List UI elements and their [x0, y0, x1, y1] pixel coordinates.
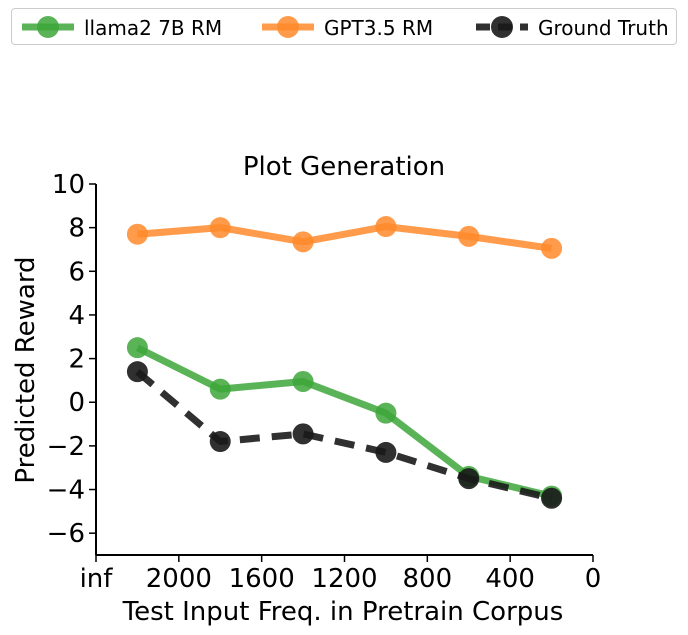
legend-label-llama2: llama2 7B RM: [84, 15, 223, 40]
series-point-2: [292, 423, 314, 445]
series-point-0: [375, 402, 397, 424]
chart-title: Plot Generation: [243, 152, 445, 182]
series-point-2: [541, 487, 563, 509]
x-tick-label: 2000: [146, 564, 212, 594]
series-point-0: [126, 337, 148, 359]
series-line-2: [135, 369, 553, 502]
y-tick-label: −4: [47, 476, 85, 506]
legend-swatch-llama2: [22, 16, 74, 38]
series-line-1: [137, 223, 553, 252]
series-line-0: [135, 344, 553, 500]
series-point-2: [126, 361, 148, 383]
series-point-1: [126, 223, 148, 245]
y-tick-label: 8: [68, 214, 85, 244]
series-point-2: [375, 441, 397, 463]
legend-swatch-gpt35: [262, 16, 314, 38]
legend-swatch-ground-truth: [476, 16, 528, 38]
x-tick-label: 1600: [229, 564, 295, 594]
series-point-1: [541, 237, 563, 259]
y-tick-label: 4: [68, 301, 85, 331]
legend-item-ground-truth: Ground Truth: [474, 9, 669, 46]
series-point-2: [458, 468, 480, 490]
x-tick-label: 1200: [311, 564, 377, 594]
x-axis-label: Test Input Freq. in Pretrain Corpus: [122, 597, 564, 627]
series-point-1: [292, 231, 314, 253]
x-tick-label: 800: [403, 564, 453, 594]
series-point-0: [292, 371, 314, 393]
legend-item-llama2: llama2 7B RM: [20, 9, 222, 46]
series-point-1: [458, 225, 480, 247]
x-ticks: inf 2000 1600 1200 800 400 0: [80, 555, 602, 594]
series-point-1: [375, 216, 397, 238]
y-axis-label: Predicted Reward: [11, 256, 41, 483]
y-ticks: −6 −4 −2 0 2 4 6 8 10: [47, 170, 96, 549]
series-point-1: [209, 217, 231, 239]
y-tick-label: 2: [68, 345, 85, 375]
series-point-0: [209, 378, 231, 400]
y-tick-label: 10: [52, 170, 85, 200]
legend-label-gpt35: GPT3.5 RM: [324, 15, 434, 40]
y-tick-label: −2: [47, 432, 85, 462]
x-tick-label: 400: [485, 564, 535, 594]
x-tick-label: inf: [80, 564, 114, 594]
series-layer: [126, 216, 563, 509]
x-tick-label: 0: [585, 564, 602, 594]
legend-label-ground-truth: Ground Truth: [538, 15, 669, 40]
y-tick-label: 6: [68, 257, 85, 287]
legend: llama2 7B RM GPT3.5 RM Ground Truth: [11, 8, 677, 45]
y-tick-label: 0: [68, 388, 85, 418]
series-point-2: [209, 431, 231, 453]
y-tick-label: −6: [47, 519, 85, 549]
legend-item-gpt35: GPT3.5 RM: [260, 9, 433, 46]
